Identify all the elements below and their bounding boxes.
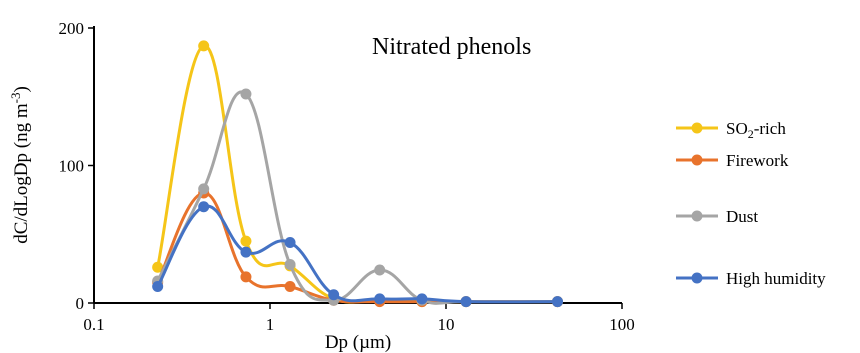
- data-point-dust: [198, 183, 210, 195]
- data-point-firework: [284, 281, 296, 292]
- y-axis-title-close: ): [11, 86, 32, 92]
- y-tick-label: 100: [59, 157, 85, 176]
- legend-swatch-marker: [691, 210, 703, 222]
- data-point-dust: [374, 264, 386, 276]
- y-tick-label: 200: [59, 19, 85, 38]
- y-axis-title-main: dC/dLogDp (ng m: [11, 103, 32, 244]
- legend-item-dust: Dust: [676, 207, 758, 226]
- data-point-high-humidity: [328, 289, 340, 301]
- legend-label: SO2-rich: [726, 119, 786, 141]
- data-point-high-humidity: [198, 201, 210, 213]
- data-point-so2-rich: [198, 40, 210, 52]
- x-tick-label: 10: [438, 315, 455, 334]
- legend-item-so2-rich: SO2-rich: [676, 119, 786, 141]
- y-axis-title: dC/dLogDp (ng m-3): [8, 86, 32, 244]
- data-point-high-humidity: [152, 281, 164, 292]
- x-tick-label: 1: [266, 315, 275, 334]
- data-point-high-humidity: [460, 296, 472, 308]
- data-point-high-humidity: [374, 293, 386, 305]
- series-line-so2-rich: [156, 44, 558, 304]
- data-point-firework: [240, 271, 252, 283]
- data-point-dust: [284, 259, 296, 270]
- x-axis-title: Dp (µm): [325, 332, 391, 353]
- data-point-high-humidity: [551, 296, 563, 308]
- legend-swatch-marker: [691, 154, 703, 166]
- x-tick-label: 100: [609, 315, 635, 334]
- chart-title: Nitrated phenols: [372, 34, 531, 60]
- series-so2-rich: [152, 40, 563, 308]
- series-high-humidity: [152, 201, 563, 308]
- data-point-so2-rich: [240, 235, 252, 247]
- data-point-high-humidity: [284, 237, 296, 248]
- legend-label: Firework: [726, 151, 789, 170]
- data-point-high-humidity: [416, 293, 428, 305]
- series-line-dust: [156, 90, 558, 305]
- legend-label: High humidity: [726, 269, 826, 288]
- data-point-high-humidity: [240, 246, 252, 258]
- legend-item-firework: Firework: [676, 151, 789, 170]
- data-point-dust: [240, 88, 252, 100]
- data-point-so2-rich: [152, 261, 164, 273]
- axes: 0 100 200 0.1 1 10 100: [59, 19, 635, 334]
- series-layer: [152, 40, 563, 308]
- legend-swatch-marker: [691, 122, 703, 134]
- series-line-high-humidity: [156, 204, 558, 304]
- legend-swatch-marker: [691, 272, 703, 284]
- legend-label-sub: 2: [748, 127, 754, 141]
- series-firework: [152, 187, 563, 308]
- legend: SO2-rich Firework Dust High humidity: [676, 119, 826, 288]
- legend-item-high-humidity: High humidity: [676, 269, 826, 288]
- x-tick-label: 0.1: [83, 315, 104, 334]
- legend-label-tail: -rich: [754, 119, 787, 138]
- legend-label: Dust: [726, 207, 758, 226]
- y-tick-label: 0: [76, 294, 85, 313]
- y-axis-title-sup: -3: [8, 93, 23, 104]
- legend-label-main: SO: [726, 119, 748, 138]
